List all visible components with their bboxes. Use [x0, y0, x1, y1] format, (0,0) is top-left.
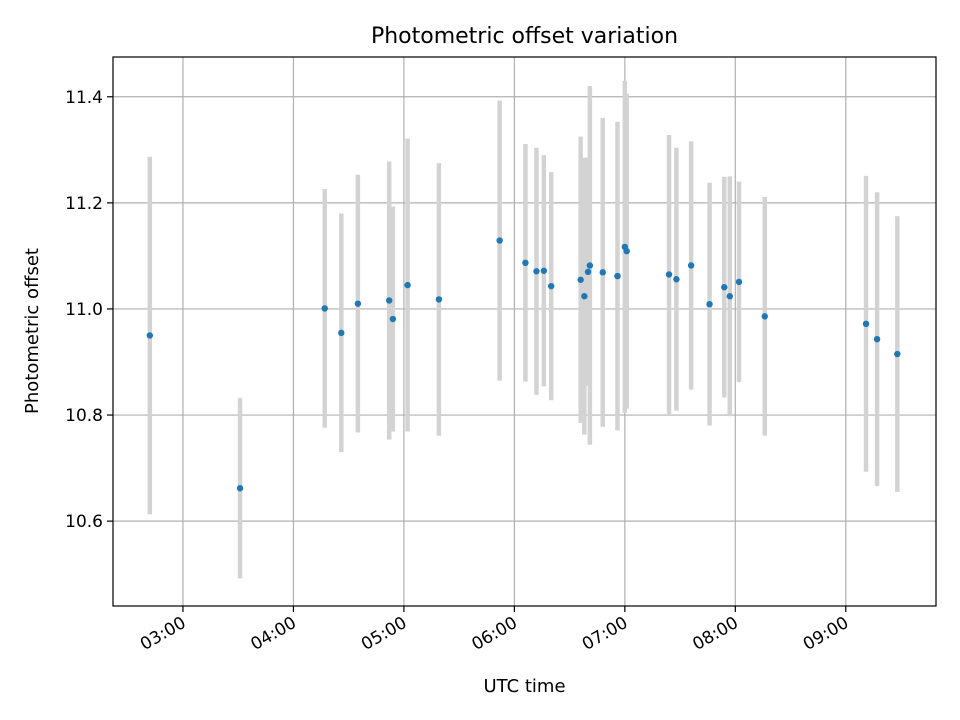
data-point [146, 332, 154, 339]
y-tick-label: 10.6 [65, 512, 103, 532]
data-point [338, 329, 345, 337]
y-tick-label: 11.2 [65, 194, 103, 214]
data-point [726, 293, 733, 300]
data-point [577, 276, 584, 283]
data-point [236, 485, 244, 492]
plot-frame [112, 56, 937, 607]
data-point [385, 297, 393, 304]
data-point [522, 259, 529, 267]
y-tick-label: 11.4 [65, 88, 103, 108]
y-axis-label: Photometric offset [22, 248, 43, 414]
data-point [496, 237, 503, 244]
y-tick-label: 11.0 [65, 300, 103, 320]
data-point [614, 272, 621, 280]
data-point [706, 300, 713, 308]
data-points [146, 237, 901, 492]
data-point [354, 300, 362, 307]
data-point [586, 262, 594, 269]
x-axis-label: UTC time [483, 676, 565, 697]
data-point [687, 262, 695, 269]
data-point [584, 268, 592, 276]
data-point [673, 276, 680, 283]
data-point [735, 278, 743, 286]
data-point [533, 268, 540, 275]
data-point [665, 271, 673, 278]
data-point [623, 247, 630, 255]
y-tick-label: 10.8 [65, 406, 103, 426]
data-point [404, 281, 411, 289]
data-point [721, 284, 728, 291]
y-axis: 10.6 10.8 11.0 11.2 11.4 [65, 88, 113, 532]
data-point [581, 293, 588, 300]
data-point [540, 267, 548, 274]
data-point [862, 320, 870, 328]
data-point [873, 335, 881, 343]
data-point [389, 315, 397, 323]
data-point [761, 313, 768, 320]
data-point [599, 269, 606, 276]
data-point [321, 305, 328, 312]
data-point [435, 296, 443, 303]
data-point [894, 350, 901, 358]
data-point [547, 282, 555, 290]
chart-title: Photometric offset variation [371, 24, 678, 49]
